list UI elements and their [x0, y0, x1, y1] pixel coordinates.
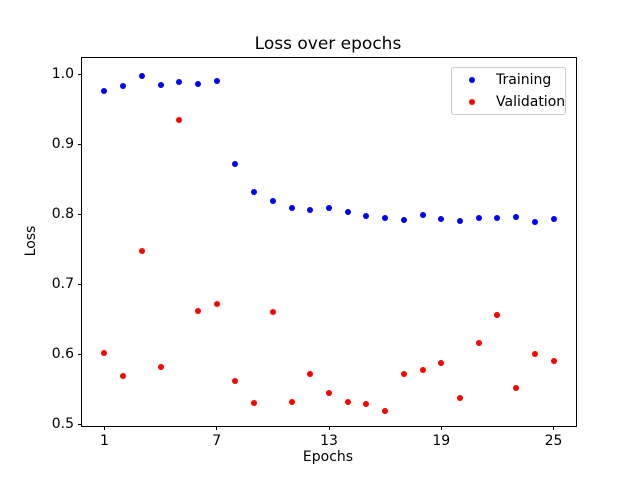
data-point-validation	[232, 377, 239, 384]
data-point-validation	[307, 370, 314, 377]
data-point-training	[400, 216, 407, 223]
data-point-training	[213, 78, 220, 85]
y-tick-mark	[78, 74, 82, 76]
y-axis-label: Loss	[23, 225, 39, 257]
x-tick-label: 7	[212, 433, 222, 449]
y-tick-mark	[78, 424, 82, 426]
data-point-validation	[550, 357, 557, 364]
data-point-training	[251, 188, 258, 195]
y-tick-mark	[78, 284, 82, 286]
data-point-validation	[513, 384, 520, 391]
data-point-validation	[269, 308, 276, 315]
data-point-validation	[438, 360, 445, 367]
data-point-validation	[157, 364, 164, 371]
data-point-training	[176, 79, 183, 86]
data-point-training	[456, 218, 463, 224]
y-tick-label: 0.5	[51, 415, 74, 432]
data-point-training	[269, 198, 276, 205]
legend-label: Validation	[496, 94, 566, 110]
data-point-validation	[456, 395, 463, 401]
data-point-validation	[494, 311, 501, 318]
data-point-training	[494, 215, 501, 222]
data-point-training	[550, 215, 557, 222]
data-point-validation	[213, 300, 220, 307]
data-point-training	[138, 73, 145, 80]
data-point-training	[195, 80, 201, 87]
data-point-validation	[363, 400, 370, 407]
x-tick-label: 1	[99, 433, 109, 449]
data-point-validation	[382, 407, 389, 414]
data-point-validation	[120, 372, 127, 379]
data-point-validation	[176, 117, 183, 124]
data-point-validation	[101, 349, 108, 356]
data-point-validation	[531, 350, 538, 357]
y-tick-label: 0.6	[51, 345, 74, 362]
x-tick-label: 25	[544, 433, 563, 449]
data-point-training	[531, 218, 538, 225]
y-tick-label: 0.8	[51, 205, 74, 222]
data-point-training	[382, 215, 389, 222]
x-tick-mark	[328, 426, 330, 430]
legend-marker-training	[469, 77, 475, 83]
y-tick-label: 1.0	[51, 65, 74, 82]
data-point-validation	[400, 371, 407, 378]
data-point-training	[157, 82, 164, 89]
x-tick-mark	[553, 426, 555, 430]
data-point-validation	[288, 398, 295, 405]
legend-label: Training	[496, 72, 552, 88]
data-point-validation	[251, 399, 258, 406]
data-point-training	[307, 206, 314, 213]
data-point-training	[120, 82, 127, 89]
data-point-training	[101, 87, 108, 94]
data-point-validation	[326, 390, 332, 397]
data-point-validation	[419, 367, 426, 374]
x-tick-mark	[103, 426, 105, 430]
plot-area: Training Validation 1 7 13 19 25 0.5 0.6 0.7 0.8 0…	[52, 57, 577, 449]
x-axis-label: Epochs	[302, 449, 354, 465]
x-tick-label: 13	[320, 433, 338, 449]
y-tick-mark	[78, 144, 82, 146]
data-point-validation	[195, 307, 201, 314]
x-tick-label: 19	[432, 433, 451, 449]
data-point-validation	[344, 398, 351, 405]
y-tick-label: 0.7	[51, 275, 74, 292]
data-point-validation	[475, 340, 482, 347]
y-tick-mark	[78, 354, 82, 356]
y-tick-label: 0.9	[51, 135, 74, 152]
x-tick-mark	[216, 426, 218, 430]
data-point-training	[475, 214, 482, 221]
data-point-training	[326, 204, 332, 211]
legend-row: Validation	[452, 91, 565, 113]
legend: Training Validation	[451, 67, 566, 115]
y-tick-mark	[78, 214, 82, 216]
data-point-training	[232, 160, 239, 167]
data-point-training	[419, 212, 426, 219]
data-point-training	[344, 208, 351, 215]
x-tick-mark	[440, 426, 442, 430]
chart-title: Loss over epochs	[254, 34, 402, 54]
data-point-training	[438, 215, 445, 222]
legend-row: Training	[452, 69, 565, 91]
data-point-training	[363, 213, 370, 220]
data-point-training	[288, 204, 295, 211]
data-point-training	[513, 213, 520, 220]
legend-marker-validation	[469, 99, 475, 105]
data-point-validation	[138, 248, 145, 255]
